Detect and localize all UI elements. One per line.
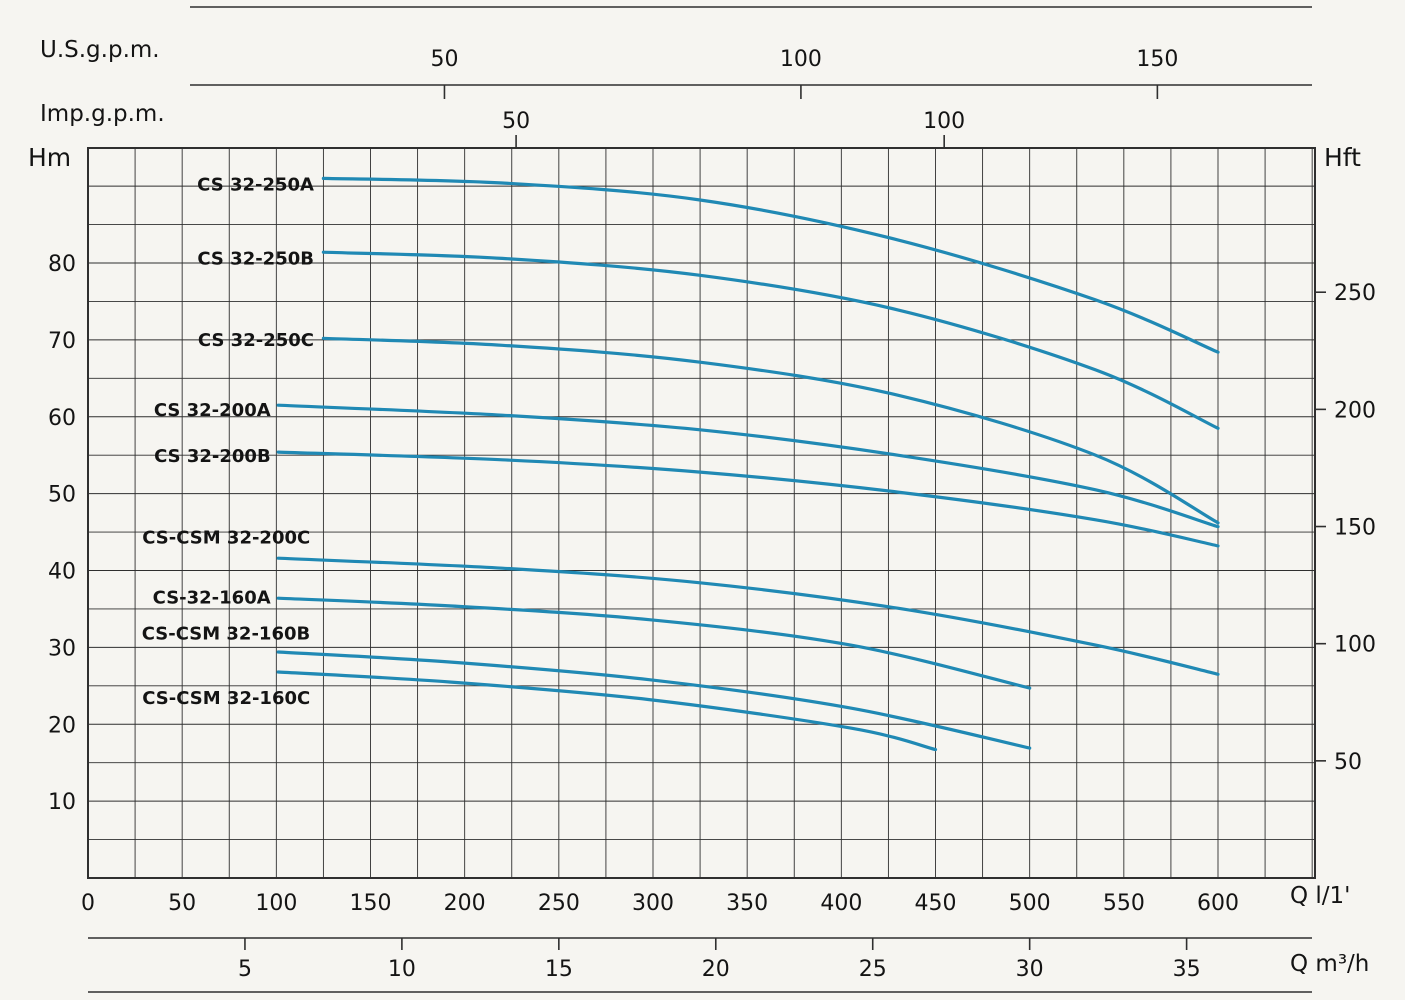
curve-cs-32-200a <box>276 403 1220 529</box>
flow-lmin-axis-title: Q l/1' <box>1290 883 1351 909</box>
flow-m3h-tick-label: 10 <box>388 957 416 982</box>
head-m-tick-label: 10 <box>48 790 76 815</box>
head-m-tick-label: 60 <box>48 406 76 431</box>
imp-gpm-tick-label: 50 <box>502 109 530 134</box>
us-gpm-tick-label: 50 <box>430 47 458 72</box>
head-m-tick-label: 40 <box>48 560 76 585</box>
flow-lmin-tick-label: 150 <box>349 891 391 916</box>
head-ft-tick-label: 200 <box>1334 398 1376 423</box>
curve-cs-32-250c <box>321 336 1220 525</box>
flow-m3h-tick-label: 35 <box>1173 957 1201 982</box>
flow-m3h-axis-title: Q m³/h <box>1290 951 1370 977</box>
flow-m3h-tick-label: 5 <box>238 957 252 982</box>
curve-label-cs-32-160a: CS-32-160A <box>153 587 271 608</box>
flow-lmin-tick-label: 600 <box>1197 891 1239 916</box>
plot-border <box>87 147 1316 879</box>
imp-gpm-tick-label: 100 <box>923 109 965 134</box>
flow-m3h-tick-label: 15 <box>545 957 573 982</box>
curve-label-cs-32-250c: CS 32-250C <box>198 330 314 351</box>
flow-lmin-tick-label: 300 <box>632 891 674 916</box>
flow-lmin-tick-label: 0 <box>81 891 95 916</box>
curve-label-cs-csm-32-160c: CS-CSM 32-160C <box>142 688 310 709</box>
head-m-tick-label: 30 <box>48 636 76 661</box>
flow-m3h-tick-label: 25 <box>859 957 887 982</box>
flow-lmin-tick-label: 550 <box>1103 891 1145 916</box>
flow-m3h-tick-label: 20 <box>702 957 730 982</box>
head-ft-axis-title: Hft <box>1324 143 1361 172</box>
curve-cs-csm-32-160b <box>276 650 1032 750</box>
flow-lmin-tick-label: 350 <box>726 891 768 916</box>
us-gpm-tick-label: 100 <box>780 47 822 72</box>
head-ft-tick-label: 150 <box>1334 516 1376 541</box>
head-ft-tick-label: 100 <box>1334 633 1376 658</box>
curve-label-cs-32-200a: CS 32-200A <box>154 400 271 421</box>
head-m-axis-title: Hm <box>28 143 72 172</box>
head-m-tick-label: 20 <box>48 713 76 738</box>
flow-lmin-tick-label: 250 <box>538 891 580 916</box>
flow-lmin-tick-label: 50 <box>168 891 196 916</box>
curve-cs-32-250b <box>321 250 1220 430</box>
flow-lmin-tick-label: 400 <box>820 891 862 916</box>
flow-lmin-tick-label: 200 <box>444 891 486 916</box>
curve-label-cs-csm-32-160b: CS-CSM 32-160B <box>142 624 310 645</box>
curve-cs-csm-32-160c <box>276 670 938 752</box>
head-ft-tick-label: 250 <box>1334 281 1376 306</box>
curve-label-cs-csm-32-200c: CS-CSM 32-200C <box>142 527 310 548</box>
head-ft-tick-label: 50 <box>1334 750 1362 775</box>
curve-cs-32-160a <box>276 596 1032 690</box>
head-m-tick-label: 80 <box>48 252 76 277</box>
flow-m3h-tick-label: 30 <box>1016 957 1044 982</box>
us-gpm-tick-label: 150 <box>1136 47 1178 72</box>
curve-label-cs-32-250b: CS 32-250B <box>197 248 314 269</box>
curve-label-cs-32-250a: CS 32-250A <box>197 175 314 196</box>
curve-label-cs-32-200b: CS 32-200B <box>154 446 271 467</box>
head-m-tick-label: 70 <box>48 329 76 354</box>
curve-cs-32-200b <box>276 450 1220 548</box>
curve-cs-32-250a <box>321 176 1220 354</box>
flow-lmin-tick-label: 500 <box>1009 891 1051 916</box>
head-m-tick-label: 50 <box>48 483 76 508</box>
us-gpm-axis-title: U.S.g.p.m. <box>40 37 160 63</box>
flow-lmin-tick-label: 100 <box>255 891 297 916</box>
flow-lmin-tick-label: 450 <box>914 891 956 916</box>
imp-gpm-axis-title: Imp.g.p.m. <box>40 101 165 127</box>
curve-cs-csm-32-200c <box>276 556 1220 676</box>
